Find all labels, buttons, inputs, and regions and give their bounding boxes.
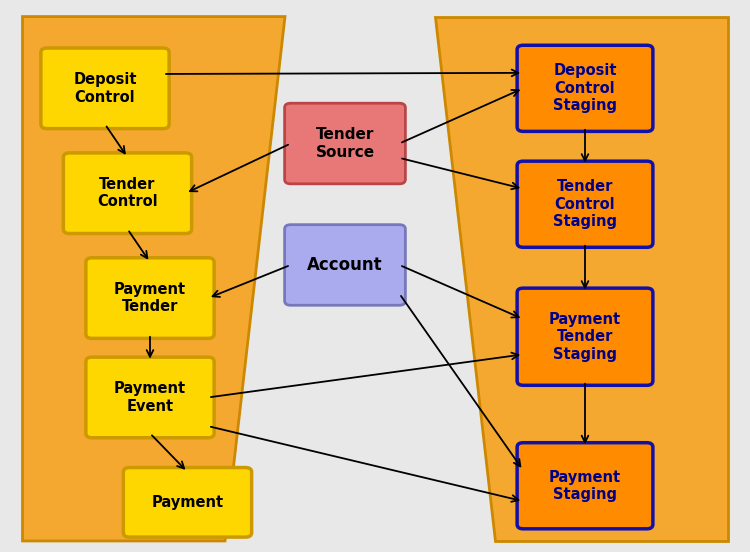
FancyBboxPatch shape bbox=[518, 288, 652, 385]
FancyBboxPatch shape bbox=[518, 45, 652, 131]
Text: Payment
Staging: Payment Staging bbox=[549, 470, 621, 502]
FancyBboxPatch shape bbox=[41, 48, 170, 129]
FancyBboxPatch shape bbox=[86, 357, 214, 438]
FancyBboxPatch shape bbox=[518, 443, 652, 529]
Text: Deposit
Control: Deposit Control bbox=[74, 72, 136, 104]
FancyBboxPatch shape bbox=[285, 103, 405, 184]
FancyBboxPatch shape bbox=[285, 225, 405, 305]
FancyBboxPatch shape bbox=[123, 468, 251, 537]
Text: Payment
Tender
Staging: Payment Tender Staging bbox=[549, 312, 621, 362]
FancyBboxPatch shape bbox=[86, 258, 214, 338]
Text: Payment
Tender: Payment Tender bbox=[114, 282, 186, 314]
Text: Account: Account bbox=[308, 256, 382, 274]
Polygon shape bbox=[22, 17, 285, 541]
Text: Payment
Event: Payment Event bbox=[114, 381, 186, 413]
Text: Tender
Control
Staging: Tender Control Staging bbox=[553, 179, 617, 229]
Text: Payment: Payment bbox=[152, 495, 224, 510]
Text: Tender
Control: Tender Control bbox=[98, 177, 158, 209]
Text: Tender
Source: Tender Source bbox=[316, 128, 374, 160]
FancyBboxPatch shape bbox=[518, 161, 652, 247]
Polygon shape bbox=[435, 17, 728, 541]
FancyBboxPatch shape bbox=[64, 153, 192, 233]
Text: Deposit
Control
Staging: Deposit Control Staging bbox=[553, 63, 617, 113]
